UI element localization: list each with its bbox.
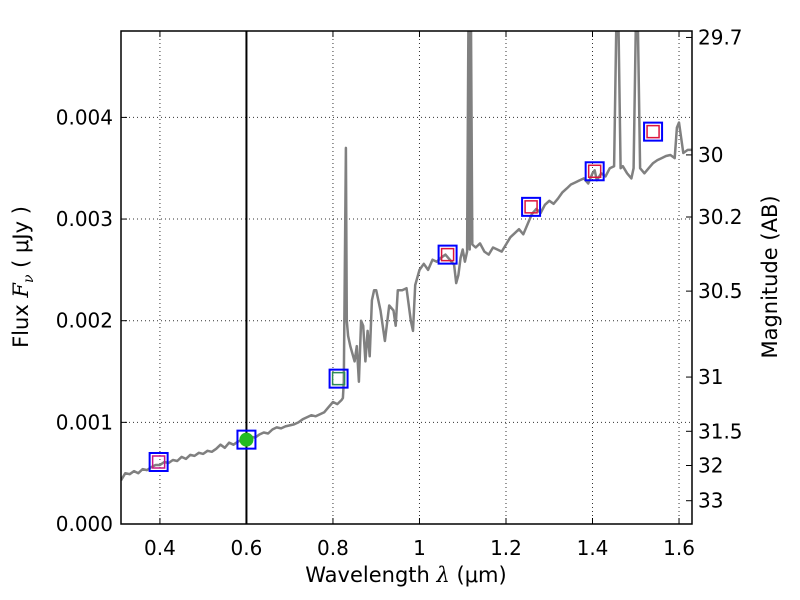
y2-tick-label: 31 [698,365,723,389]
photometry-point-outer [521,196,542,217]
y2-tick-label: 31.5 [698,419,743,443]
photometry-point-outer [328,368,349,389]
x-axis-title: Wavelength λ (μm) [305,563,506,587]
x-tick-label: 0.8 [317,536,349,560]
highlight-point-marker [239,432,254,447]
x-tick-label: 0.4 [144,536,176,560]
y-axis-title: Flux Fν ( μJy ) [9,206,37,348]
plot-frame [120,30,693,525]
y-tick-label: 0.003 [56,207,113,231]
y2-tick-label: 30.2 [698,205,743,229]
y-tick-label: 0.000 [56,512,113,536]
photometry-point-inner [646,124,660,139]
y2-axis-title: Magnitude (AB) [758,195,782,358]
spectrum-layer [121,31,692,481]
spectrum-line [121,31,692,481]
y2-tick-label: 30 [698,143,723,167]
x-tick-label: 0.6 [231,536,263,560]
y2-tick-label: 30.5 [698,279,743,303]
photometry-point-outer [584,161,605,182]
photometry-point-inner [440,247,455,262]
photometry-point-inner [151,455,166,469]
y-tick-label: 0.001 [56,410,113,434]
ticks-layer: 0.4 0.6 0.8 1 1.2 1.4 1.6 0.000 0.001 0.002 0.003 0… [56,25,743,560]
x-tick-label: 1.6 [663,536,695,560]
y2-tick-label: 29.7 [698,25,743,49]
photometry-layer [148,121,664,472]
photometry-point-inner [331,371,346,386]
x-tick-label: 1 [413,536,426,560]
y-tick-label: 0.002 [56,309,113,333]
x-tick-label: 1.4 [577,536,609,560]
photometry-point-inner [587,164,602,179]
photometry-point-outer [437,244,458,265]
x-tick-label: 1.2 [490,536,522,560]
y2-tick-label: 33 [698,489,723,513]
photometry-point-outer [148,451,169,472]
photometry-point-inner [524,200,538,214]
photometry-point-outer [643,121,664,142]
highlight-point-outer [236,429,257,450]
y2-tick-label: 32 [698,454,723,478]
y-tick-label: 0.004 [56,105,113,129]
